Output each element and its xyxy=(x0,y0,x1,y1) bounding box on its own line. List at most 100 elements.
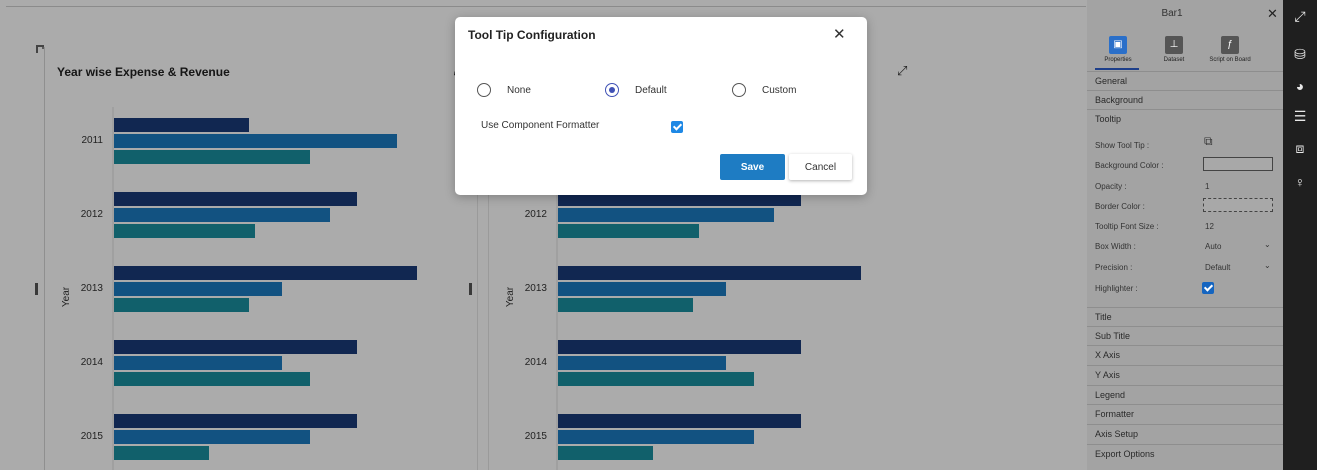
resize-corner-handle[interactable] xyxy=(36,45,44,53)
y-tick-label: 2011 xyxy=(81,135,103,146)
section-y-axis[interactable]: Y Axis xyxy=(1087,365,1283,384)
bar xyxy=(558,208,774,222)
properties-panel: Bar1 ✕ ▣ Properties ⊥ Dataset ƒ Script o… xyxy=(1087,0,1283,470)
chart-panel-1[interactable]: Year wise Expense & Revenue ⤢ Year201120… xyxy=(44,47,478,470)
tab-label: Properties xyxy=(1104,57,1132,63)
bar xyxy=(558,356,726,370)
border-color-picker[interactable] xyxy=(1203,198,1273,212)
close-icon[interactable]: ✕ xyxy=(1267,6,1278,21)
dataset-icon: ⊥ xyxy=(1165,36,1183,54)
database-icon[interactable]: ⛁ xyxy=(1294,46,1306,62)
radio-label: None xyxy=(507,84,531,96)
bar xyxy=(114,430,310,444)
box-width-value[interactable]: Auto xyxy=(1205,242,1222,251)
section-general[interactable]: General xyxy=(1087,71,1283,90)
bar xyxy=(558,446,653,460)
radio-label: Custom xyxy=(762,84,797,96)
list-order-icon[interactable]: ☰ xyxy=(1293,108,1307,124)
script-icon: ƒ xyxy=(1221,36,1239,54)
y-axis-title: Year xyxy=(61,286,72,307)
tab-script[interactable]: ƒ Script on Board xyxy=(1202,36,1258,63)
radio-circle[interactable] xyxy=(477,83,491,97)
external-link-icon[interactable]: ⧉ xyxy=(1204,134,1213,148)
cancel-button[interactable]: Cancel xyxy=(789,154,852,180)
save-button[interactable]: Save xyxy=(720,154,785,180)
bar xyxy=(558,430,754,444)
y-tick-label: 2014 xyxy=(81,357,104,368)
properties-header: Bar1 ✕ xyxy=(1087,4,1283,26)
section-x-axis[interactable]: X Axis xyxy=(1087,345,1283,364)
section-legend[interactable]: Legend xyxy=(1087,385,1283,404)
radio-circle-selected[interactable] xyxy=(605,83,619,97)
section-tooltip[interactable]: Tooltip xyxy=(1087,109,1283,128)
opacity-label: Opacity : xyxy=(1095,182,1127,191)
bar xyxy=(558,340,801,354)
opacity-value[interactable]: 1 xyxy=(1205,182,1210,191)
y-tick-label: 2015 xyxy=(81,431,104,442)
radio-option-none[interactable]: None xyxy=(477,83,531,97)
y-tick-label: 2015 xyxy=(525,431,548,442)
tooltip-config-modal: Tool Tip Configuration ✕ None Default Cu… xyxy=(455,17,867,195)
tab-properties[interactable]: ▣ Properties xyxy=(1090,36,1146,63)
precision-value[interactable]: Default xyxy=(1205,263,1231,272)
section-formatter[interactable]: Formatter xyxy=(1087,404,1283,423)
font-size-label: Tooltip Font Size : xyxy=(1095,222,1159,231)
section-title[interactable]: Title xyxy=(1087,307,1283,326)
tab-dataset[interactable]: ⊥ Dataset xyxy=(1146,36,1202,63)
bar xyxy=(114,266,417,280)
highlighter-checkbox[interactable] xyxy=(1202,282,1214,294)
bar xyxy=(114,224,255,238)
radio-circle[interactable] xyxy=(732,83,746,97)
bar xyxy=(114,118,249,132)
bar-chart-1: Year 2011 2012 2013 2014 2015 xyxy=(61,107,417,470)
y-axis-title: Year xyxy=(505,286,516,307)
y-tick-label: 2014 xyxy=(525,357,548,368)
bar xyxy=(558,266,861,280)
section-export-options[interactable]: Export Options xyxy=(1087,444,1283,463)
section-subtitle[interactable]: Sub Title xyxy=(1087,326,1283,345)
bar xyxy=(114,340,357,354)
script-icon[interactable]: ⧈ xyxy=(1295,140,1305,156)
left-resize-handle[interactable] xyxy=(35,283,38,295)
bar xyxy=(114,298,249,312)
right-toolbar-rail: ⤢ ⛁ ◕ ☰ ⧈ ♀ xyxy=(1283,0,1317,470)
highlighter-label: Highlighter : xyxy=(1095,284,1138,293)
precision-label: Precision : xyxy=(1095,263,1133,272)
bar xyxy=(558,414,801,428)
lightbulb-icon[interactable]: ♀ xyxy=(1294,174,1306,190)
bar xyxy=(114,372,310,386)
bar xyxy=(114,192,357,206)
bar xyxy=(558,224,699,238)
chevron-down-icon[interactable]: ⌄ xyxy=(1264,261,1271,270)
bar xyxy=(114,446,209,460)
bar xyxy=(558,298,693,312)
font-size-value[interactable]: 12 xyxy=(1205,222,1214,231)
active-tab-indicator xyxy=(1095,68,1139,70)
tab-label: Script on Board xyxy=(1209,57,1251,63)
background-color-label: Background Color : xyxy=(1095,161,1164,170)
properties-title: Bar1 xyxy=(1161,8,1183,19)
bar xyxy=(114,150,310,164)
bar xyxy=(114,134,397,148)
radio-option-default[interactable]: Default xyxy=(605,83,667,97)
radio-option-custom[interactable]: Custom xyxy=(732,83,796,97)
show-tooltip-label: Show Tool Tip : xyxy=(1095,141,1150,150)
background-color-picker[interactable] xyxy=(1203,157,1273,171)
close-icon[interactable]: ✕ xyxy=(833,26,846,43)
bar xyxy=(558,192,801,206)
expand-icon[interactable]: ⤢ xyxy=(897,63,908,78)
section-axis-setup[interactable]: Axis Setup xyxy=(1087,424,1283,443)
border-color-label: Border Color : xyxy=(1095,202,1145,211)
pie-chart-icon[interactable]: ◕ xyxy=(1295,78,1305,94)
bar xyxy=(114,414,357,428)
tab-label: Dataset xyxy=(1163,57,1185,63)
expand-icon[interactable]: ⤢ xyxy=(1294,8,1306,24)
section-background[interactable]: Background xyxy=(1087,90,1283,109)
formatter-checkbox[interactable] xyxy=(671,121,683,133)
modal-title: Tool Tip Configuration xyxy=(468,28,596,42)
formatter-label: Use Component Formatter xyxy=(481,120,600,131)
chevron-down-icon[interactable]: ⌄ xyxy=(1264,240,1271,249)
middle-resize-handle[interactable] xyxy=(469,283,472,295)
y-tick-label: 2012 xyxy=(81,209,104,220)
